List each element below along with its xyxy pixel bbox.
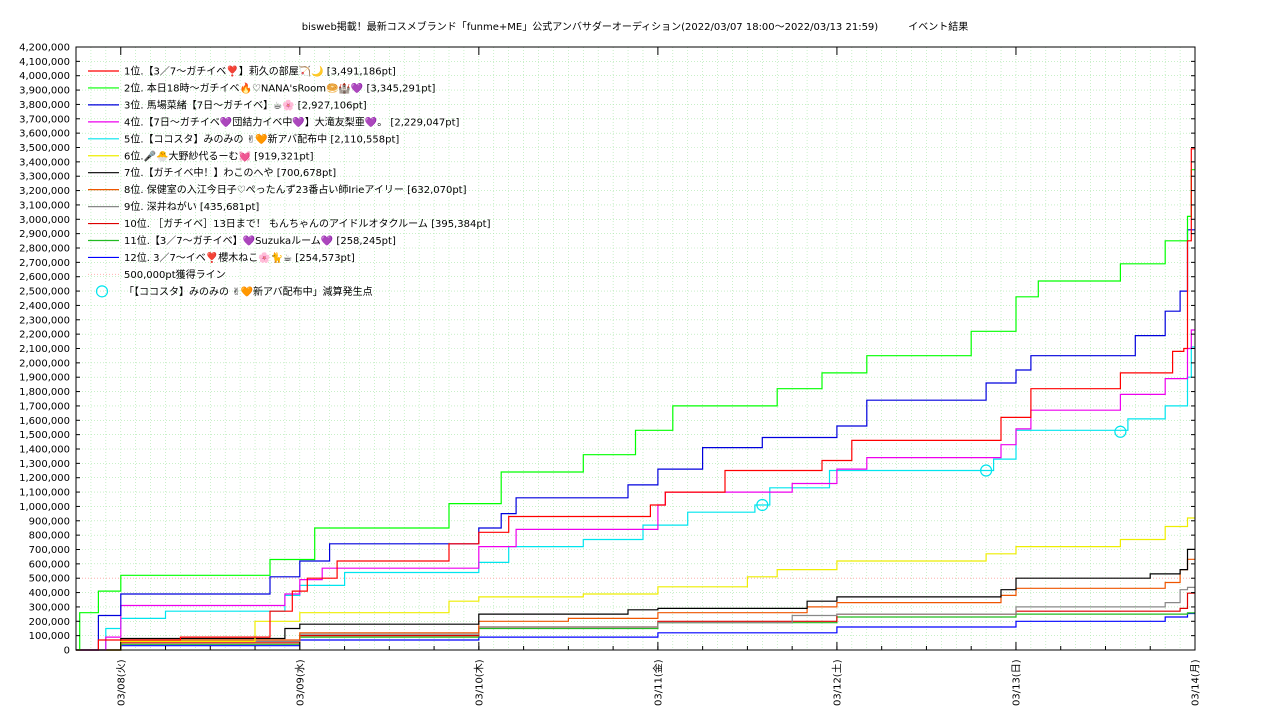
y-tick-label: 2,100,000 xyxy=(19,344,70,355)
y-tick-label: 1,400,000 xyxy=(19,445,70,456)
series-layer xyxy=(76,148,1195,651)
chart-title: bisweb掲載！最新コスメブランド「funme+ME」公式アンバサダーオーディ… xyxy=(302,20,968,33)
legend-label: 3位. 馬場菜緒【7日〜ガチイベ】☕🌸 [2,927,106pt] xyxy=(124,98,367,111)
y-tick-label: 4,100,000 xyxy=(19,57,70,68)
series-line xyxy=(76,148,1195,651)
legend-label: 2位. 本日18時〜ガチイベ🔥♡NANA'sRoom🥯🏰💜 [3,345,291… xyxy=(124,81,436,94)
legend-label: 500,000pt獲得ライン xyxy=(124,268,226,281)
axes: 0 100,000 200,000 300,000 400,000 500,000 600,… xyxy=(19,43,1201,707)
legend-label: 11位.【3／7〜ガチイベ】💜Suzukaルーム💜 [258,245pt] xyxy=(124,234,396,247)
y-tick-label: 2,300,000 xyxy=(19,315,70,326)
y-tick-label: 3,500,000 xyxy=(19,143,70,154)
legend-label: 10位. ［ガチイベ］13日まで！ もんちゃんのアイドルオタクルーム [395,… xyxy=(124,217,491,230)
y-tick-label: 2,200,000 xyxy=(19,330,70,341)
legend-label: 7位.【ガチイベ中！】わこのへや [700,678pt] xyxy=(124,166,336,179)
legend-label: 6位.🎤🐣大野紗代るーむ💓 [919,321pt] xyxy=(124,149,314,162)
legend-marker xyxy=(95,285,109,298)
y-tick-label: 1,700,000 xyxy=(19,401,70,412)
penalty-marker-point xyxy=(980,464,993,477)
x-tick-label: 03/12(土) xyxy=(830,659,843,706)
legend-label: 「【ココスタ】みのみの ✌🧡新アバ配布中」減算発生点 xyxy=(124,285,373,298)
y-tick-label: 2,000,000 xyxy=(19,358,70,369)
y-tick-label: 1,500,000 xyxy=(19,430,70,441)
x-tick-label: 03/13(日) xyxy=(1011,659,1022,706)
penalty-marker-point xyxy=(1114,425,1127,438)
y-tick-label: 2,900,000 xyxy=(19,229,70,240)
series-line xyxy=(76,346,1195,651)
y-tick-label: 3,700,000 xyxy=(19,114,70,125)
y-tick-label: 3,100,000 xyxy=(19,200,70,211)
penalty-marker-layer xyxy=(756,425,1127,512)
y-tick-label: 600,000 xyxy=(29,559,70,570)
y-tick-label: 3,200,000 xyxy=(19,186,70,197)
x-tick-label: 03/08(火) xyxy=(115,659,127,706)
y-tick-label: 1,200,000 xyxy=(19,473,70,484)
y-tick-label: 800,000 xyxy=(29,531,70,542)
y-tick-label: 3,800,000 xyxy=(19,100,70,111)
y-tick-label: 0 xyxy=(64,646,70,657)
y-tick-label: 300,000 xyxy=(29,602,70,613)
series-line xyxy=(76,548,1195,651)
y-tick-label: 400,000 xyxy=(29,588,70,599)
x-tick-label: 03/09(水) xyxy=(294,659,306,706)
legend-label: 9位. 深井ねがい [435,681pt] xyxy=(124,200,259,213)
series-line xyxy=(76,169,1195,651)
legend-label: 1位.【3／7〜ガチイベ❣️】莉久の部屋🏹🌙 [3,491,186pt] xyxy=(124,65,396,78)
series-line xyxy=(76,517,1195,651)
legend: 1位.【3／7〜ガチイベ❣️】莉久の部屋🏹🌙 [3,491,186pt] 2位. … xyxy=(88,65,491,298)
y-tick-label: 4,200,000 xyxy=(19,43,70,54)
y-tick-label: 2,700,000 xyxy=(19,258,70,269)
y-tick-label: 2,500,000 xyxy=(19,287,70,298)
series-line xyxy=(76,558,1195,651)
x-tick-label: 03/14(月) xyxy=(1190,659,1202,706)
y-tick-label: 4,000,000 xyxy=(19,71,70,82)
y-tick-label: 3,300,000 xyxy=(19,172,70,183)
y-tick-label: 1,600,000 xyxy=(19,416,70,427)
y-tick-label: 1,100,000 xyxy=(19,488,70,499)
legend-label: 4位.【7日〜ガチイベ💜団結力イベ中💜】大滝友梨亜💜。 [2,229,047pt… xyxy=(124,115,459,128)
x-tick-label: 03/10(木) xyxy=(473,659,485,706)
y-tick-label: 1,900,000 xyxy=(19,373,70,384)
y-tick-label: 500,000 xyxy=(29,574,70,585)
y-tick-label: 1,300,000 xyxy=(19,459,70,470)
y-tick-label: 3,400,000 xyxy=(19,157,70,168)
series-line xyxy=(76,612,1195,651)
y-tick-label: 3,900,000 xyxy=(19,86,70,97)
y-tick-label: 700,000 xyxy=(29,545,70,556)
y-tick-label: 2,600,000 xyxy=(19,272,70,283)
y-tick-label: 3,000,000 xyxy=(19,215,70,226)
y-tick-label: 2,800,000 xyxy=(19,244,70,255)
x-tick-label: 03/11(金) xyxy=(651,659,664,706)
legend-label: 12位. 3／7〜イベ❣️櫻木ねこ🌸🐈☕ [254,573pt] xyxy=(124,251,355,264)
y-tick-label: 100,000 xyxy=(29,631,70,642)
penalty-marker-point xyxy=(756,498,769,512)
legend-label: 8位. 保健室の入江今日子♡ぺったんず23番占い師Irieアイリー [632,0… xyxy=(124,183,467,196)
y-tick-label: 1,800,000 xyxy=(19,387,70,398)
y-tick-label: 1,000,000 xyxy=(19,502,70,513)
y-tick-label: 2,400,000 xyxy=(19,301,70,312)
legend-label: 5位.【ココスタ】みのみの ✌🧡新アバ配布中 [2,110,558pt] xyxy=(124,132,399,145)
series-line xyxy=(76,592,1195,651)
y-tick-label: 3,600,000 xyxy=(19,129,70,140)
y-tick-label: 900,000 xyxy=(29,516,70,527)
series-line xyxy=(76,229,1195,651)
grid xyxy=(76,47,1195,650)
series-line xyxy=(76,329,1195,651)
y-tick-label: 200,000 xyxy=(29,617,70,628)
